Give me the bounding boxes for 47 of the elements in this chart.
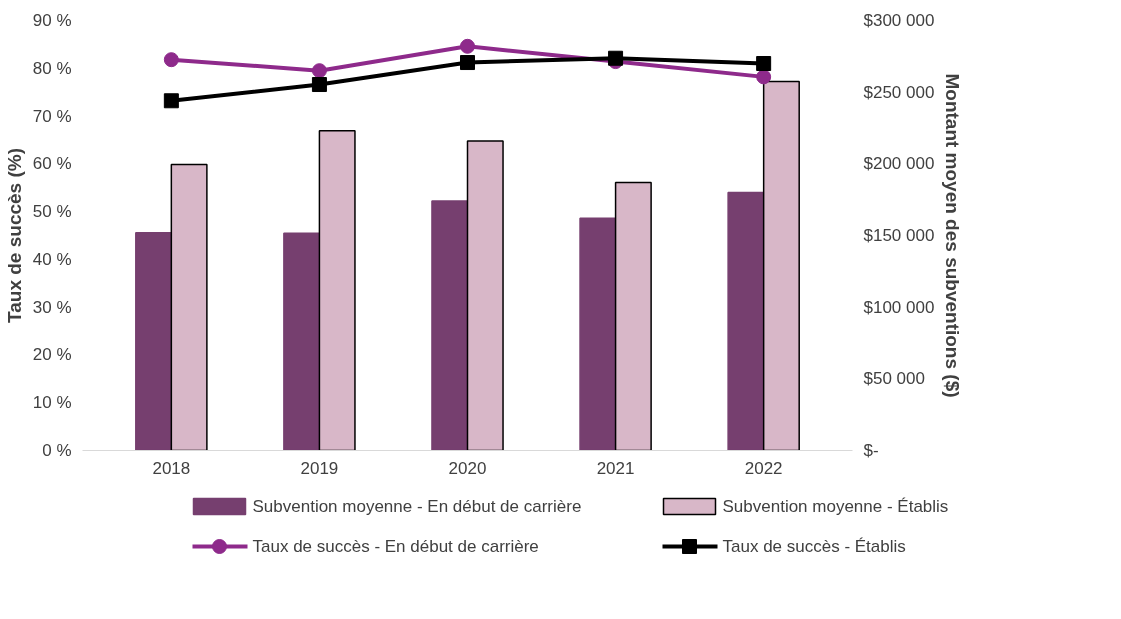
point <box>756 56 772 71</box>
y2-tick-label: $100 000 <box>863 297 935 317</box>
point <box>163 93 179 109</box>
y-tick-label: 50 % <box>32 202 72 222</box>
bar <box>135 231 173 451</box>
point <box>460 38 475 54</box>
y-tick-label: 70 % <box>32 106 72 126</box>
y-tick-label: 80 % <box>32 58 72 78</box>
point <box>311 63 327 79</box>
y-tick-label: 20 % <box>32 345 72 365</box>
y2-tick-label: $150 000 <box>863 226 935 245</box>
point <box>460 55 475 71</box>
bar <box>614 181 652 451</box>
legend-label: Subvention moyenne - Établis <box>722 497 949 516</box>
y-tick-label: 10 % <box>32 393 72 413</box>
y2-tick-label: $300 000 <box>863 11 935 30</box>
bar <box>466 140 504 451</box>
point <box>608 50 624 66</box>
bar <box>431 200 469 451</box>
x-tick-label: 2021 <box>596 458 635 478</box>
bar <box>318 130 356 451</box>
x-tick-label: 2022 <box>744 458 783 478</box>
point <box>163 52 179 68</box>
y-tick-label: 0 % <box>42 441 72 460</box>
legend-label: Subvention moyenne - En début de carrière <box>252 497 582 516</box>
y2-tick-label: $50 000 <box>863 369 925 389</box>
y-axis-title: Taux de succès (%) <box>3 148 25 323</box>
y2-tick-label: $200 000 <box>863 154 935 174</box>
y-tick-label: 40 % <box>32 249 72 269</box>
legend-label: Taux de succès - En début de carrière <box>252 537 539 556</box>
legend-label: Taux de succès - Établis <box>722 537 906 556</box>
y2-axis-title: Montant moyen des subventions ($) <box>942 73 964 398</box>
bar <box>283 232 321 451</box>
bar <box>170 163 208 451</box>
bar <box>762 80 800 451</box>
y2-tick-label: $- <box>863 441 879 460</box>
y-tick-label: 90 % <box>32 11 72 30</box>
y-tick-label: 30 % <box>32 297 72 317</box>
point <box>311 77 327 93</box>
bar <box>579 217 617 451</box>
point <box>756 69 772 85</box>
y-tick-label: 60 % <box>32 154 72 174</box>
x-tick-label: 2019 <box>300 458 339 478</box>
y2-tick-label: $250 000 <box>863 82 935 102</box>
x-tick-label: 2018 <box>152 458 191 478</box>
x-tick-label: 2020 <box>448 458 487 478</box>
bar <box>727 191 765 451</box>
